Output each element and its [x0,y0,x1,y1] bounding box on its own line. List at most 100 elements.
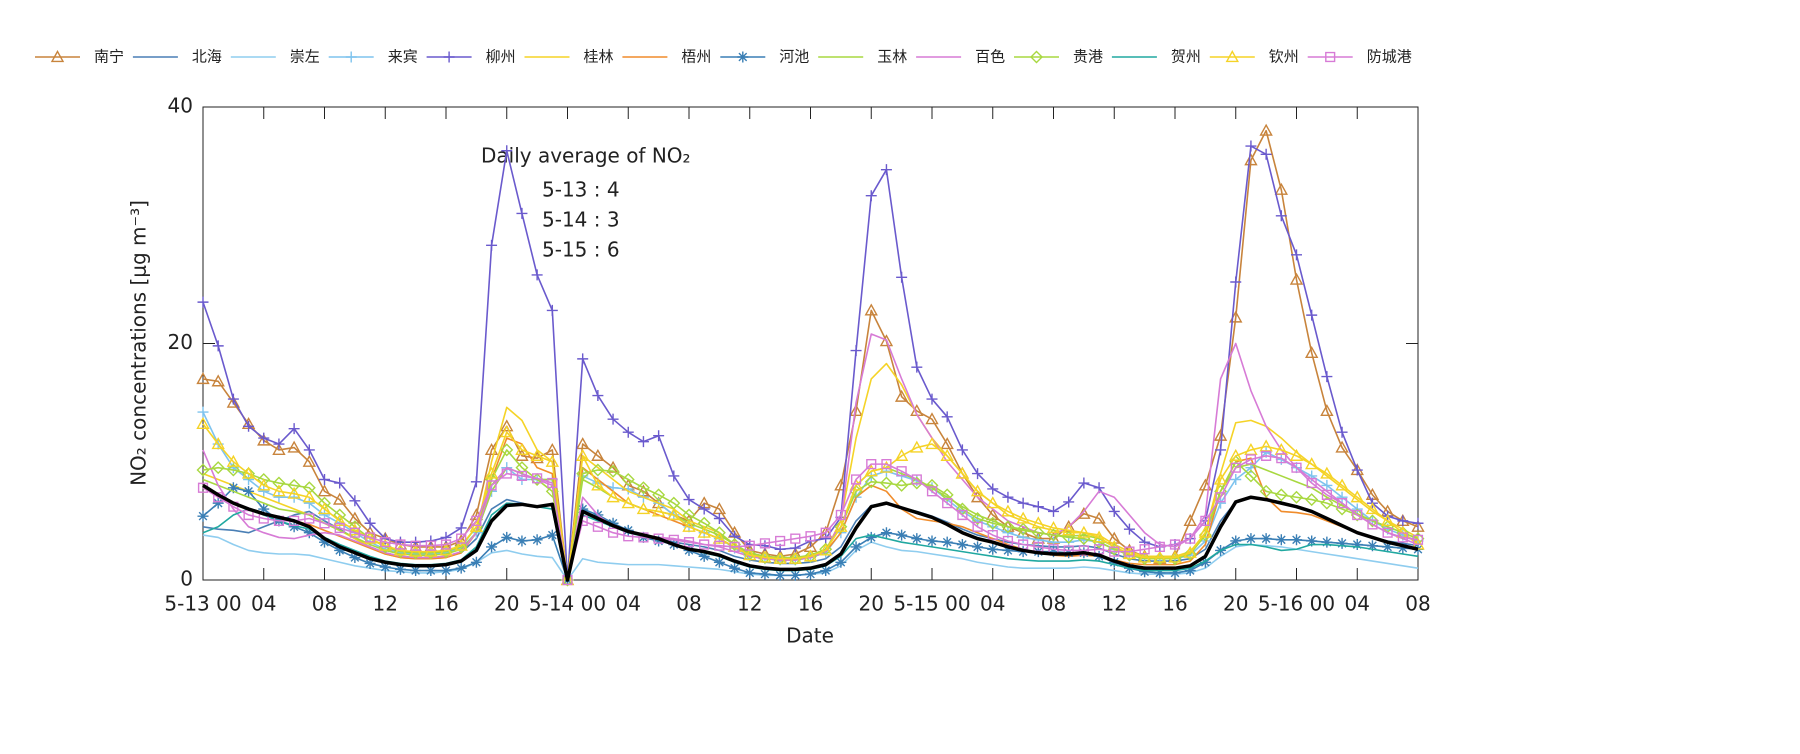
marker [668,470,680,482]
marker [348,511,362,524]
marker [349,552,361,564]
marker [1259,123,1273,136]
marker [986,516,1000,530]
marker [592,390,604,402]
x-tick-label: 16 [433,592,458,616]
marker [941,536,953,548]
marker [1002,535,1014,547]
marker [501,145,513,157]
x-tick-label: 12 [1102,592,1127,616]
marker [575,448,590,461]
legend-item: 柳州 [426,48,516,66]
marker [332,513,347,526]
marker [713,556,725,568]
marker [273,438,285,450]
marker [378,538,392,551]
marker [699,539,710,550]
marker [577,515,588,526]
marker [894,448,909,461]
marker [1382,527,1393,538]
marker [1244,469,1258,483]
marker [818,543,833,556]
marker [304,513,315,524]
marker [925,437,939,450]
marker [1245,533,1257,545]
marker [500,443,514,457]
marker [515,442,529,456]
marker [865,531,877,543]
marker [211,437,225,450]
marker [531,534,543,546]
marker [788,551,803,564]
marker [469,519,484,532]
marker [1321,536,1333,548]
marker [516,470,528,482]
marker [820,533,832,545]
marker [621,496,635,509]
marker [879,334,894,347]
marker [606,490,620,503]
marker [805,568,816,580]
marker [1016,511,1030,524]
marker [196,372,210,385]
marker [911,474,922,485]
marker [805,531,816,542]
marker [273,491,285,503]
marker [1274,182,1288,195]
marker [410,540,421,551]
marker [1153,550,1167,563]
marker [1336,426,1348,438]
marker [532,473,543,484]
marker [470,556,482,568]
marker [577,503,589,515]
marker [1078,477,1090,489]
marker [729,562,741,574]
marker [1184,565,1196,577]
marker [864,475,878,489]
marker [956,539,968,551]
marker [440,531,452,543]
legend-label: 南宁 [94,48,124,66]
marker [850,541,862,553]
x-tick-label: 20 [494,592,519,616]
marker [591,448,605,461]
marker [1325,51,1336,63]
marker [1350,490,1364,503]
marker [378,540,392,554]
marker [213,492,224,503]
marker [820,527,831,538]
marker [1048,536,1059,548]
marker [1320,496,1334,510]
marker [1306,309,1318,321]
marker [545,454,560,467]
marker [317,484,332,497]
marker [682,519,696,532]
marker [303,527,315,539]
marker [1062,523,1076,536]
marker [911,533,923,545]
marker [1200,515,1211,526]
marker [987,529,998,541]
marker [334,522,345,534]
marker [1046,521,1061,534]
marker [1093,544,1105,555]
annotation: 5-13 : 4 [542,178,620,202]
marker [803,549,818,562]
legend-item: 来宾 [328,48,418,66]
marker [1260,533,1272,545]
legend-label: 贵港 [1073,48,1103,66]
marker [226,454,241,467]
marker [196,463,210,477]
marker [1336,537,1348,549]
legend-item: 河池 [720,48,809,66]
marker [697,516,711,530]
marker [607,413,619,425]
marker [591,463,605,477]
marker [1031,526,1045,540]
marker [545,442,560,456]
marker [348,523,362,536]
marker [1001,504,1015,517]
x-tick-label: 12 [737,592,762,616]
marker [1305,457,1319,470]
marker [1230,462,1241,473]
